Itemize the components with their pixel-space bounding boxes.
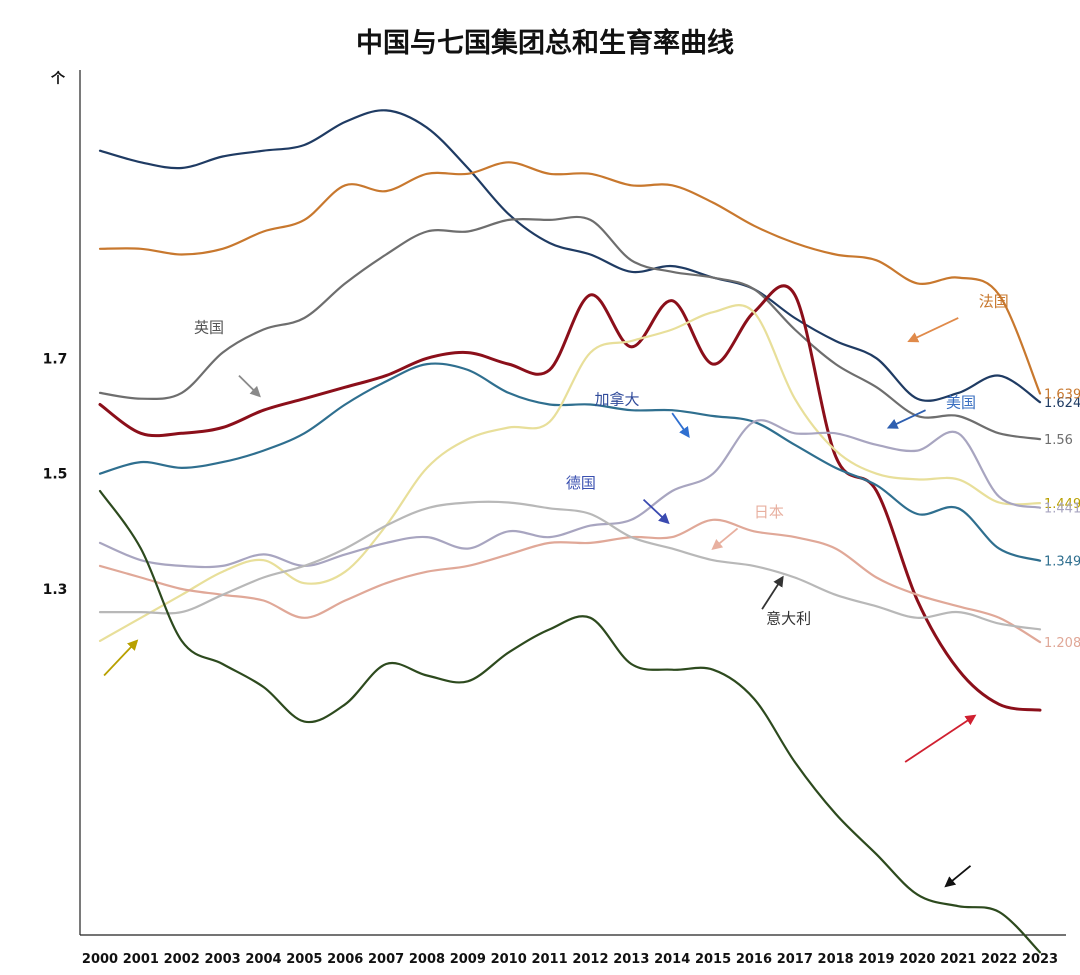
x-tick-label: 2021 bbox=[940, 952, 976, 967]
x-tick-label: 2016 bbox=[736, 952, 772, 967]
series-line-1 bbox=[98, 161, 1042, 395]
y-tick-label: 1.7 bbox=[43, 351, 68, 367]
series-line-6 bbox=[98, 419, 1042, 569]
x-tick-label: 2010 bbox=[491, 952, 527, 967]
x-tick-label: 2003 bbox=[205, 952, 241, 967]
x-tick-label: 2013 bbox=[613, 952, 649, 967]
annotation-arrow bbox=[886, 409, 926, 429]
x-tick-label: 2022 bbox=[981, 952, 1017, 967]
annotation-arrow bbox=[103, 639, 139, 677]
x-tick-label: 2009 bbox=[450, 952, 486, 967]
x-tick-label: 2011 bbox=[531, 952, 567, 967]
series-end-label: 1.56 bbox=[1044, 433, 1073, 448]
annotation-label: 美国 bbox=[946, 393, 976, 411]
series-line-0 bbox=[98, 109, 1042, 404]
x-tick-label: 2017 bbox=[777, 952, 813, 967]
series-end-label: 1.208 bbox=[1044, 636, 1080, 651]
x-tick-label: 2018 bbox=[818, 952, 854, 967]
series-line-2 bbox=[98, 215, 1042, 441]
x-tick-label: 2002 bbox=[164, 952, 200, 967]
series-end-label: 1.639 bbox=[1044, 388, 1080, 403]
x-tick-label: 2006 bbox=[327, 952, 363, 967]
annotation-label: 意大利 bbox=[766, 610, 811, 628]
x-tick-label: 2000 bbox=[82, 952, 118, 967]
y-tick-labels: 1.3 1.5 1.7 bbox=[43, 351, 68, 598]
series-line-3 bbox=[98, 284, 1042, 712]
x-tick-label: 2019 bbox=[858, 952, 894, 967]
y-axis-unit-mark: 个 bbox=[50, 70, 66, 87]
series-line-7 bbox=[98, 518, 1042, 644]
annotation-arrow bbox=[761, 575, 784, 610]
annotation-label: 日本 bbox=[754, 503, 784, 521]
series-line-4 bbox=[98, 362, 1042, 562]
annotation-label: 德国 bbox=[566, 474, 596, 492]
series-end-label: 1.624 bbox=[1044, 396, 1080, 411]
x-tick-label: 2005 bbox=[286, 952, 322, 967]
x-tick-label: 2007 bbox=[368, 952, 404, 967]
annotation-arrow bbox=[944, 865, 972, 888]
annotation-label: 英国 bbox=[194, 318, 224, 336]
x-tick-label: 2008 bbox=[409, 952, 445, 967]
x-tick-label: 2012 bbox=[572, 952, 608, 967]
x-tick-labels: 2000 2001 2002 2003 2004 2005 2006 2007 2008 2009… bbox=[82, 952, 1058, 967]
annotation-arrow bbox=[671, 412, 690, 438]
x-tick-label: 2015 bbox=[695, 952, 731, 967]
annotation-arrow bbox=[642, 498, 670, 525]
chart-title: 中国与七国集团总和生育率曲线 bbox=[356, 27, 734, 59]
series-lines bbox=[98, 109, 1042, 954]
x-tick-label: 2023 bbox=[1022, 952, 1058, 967]
y-tick-label: 1.5 bbox=[43, 467, 68, 483]
annotation-arrow bbox=[904, 714, 977, 763]
series-end-label: 1.449 bbox=[1044, 497, 1080, 512]
series-line-unlabeled-9 bbox=[98, 489, 1042, 954]
annotation-label: 加拿大 bbox=[595, 390, 640, 408]
annotation-arrow bbox=[907, 317, 959, 343]
series-line-unlabeled-8 bbox=[98, 500, 1042, 631]
x-tick-label: 2001 bbox=[123, 952, 159, 967]
y-tick-label: 1.3 bbox=[43, 582, 68, 598]
x-tick-label: 2014 bbox=[654, 952, 690, 967]
series-end-label: 1.349 bbox=[1044, 555, 1080, 570]
annotation-label: 法国 bbox=[979, 292, 1009, 310]
series-end-label: 1.441 bbox=[1044, 502, 1080, 517]
series-line-5 bbox=[98, 304, 1042, 642]
annotation-arrow bbox=[711, 527, 739, 551]
x-tick-label: 2004 bbox=[245, 952, 281, 967]
x-tick-label: 2020 bbox=[899, 952, 935, 967]
annotation-arrow bbox=[238, 374, 261, 398]
